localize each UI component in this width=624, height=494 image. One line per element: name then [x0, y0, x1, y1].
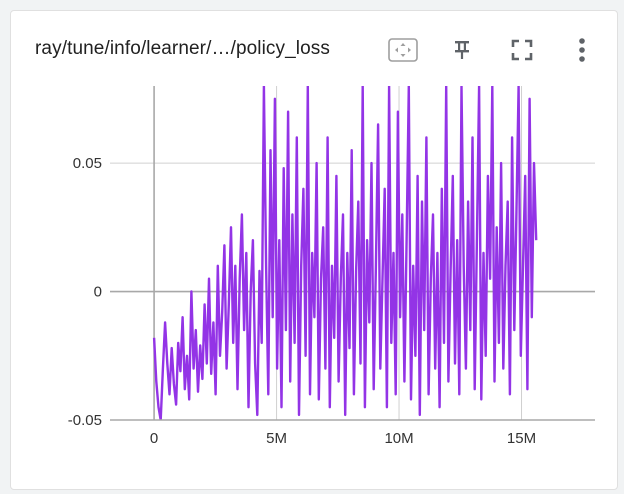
- series-line-0: [152, 86, 538, 420]
- fit-to-data-icon: [388, 38, 418, 62]
- card-title: ray/tune/info/learner/…/policy_loss: [35, 38, 330, 59]
- fullscreen-button[interactable]: [505, 33, 539, 67]
- series-layer: [152, 86, 538, 420]
- y-tick-label-2: 0.05: [73, 155, 102, 172]
- fullscreen-icon: [511, 39, 533, 61]
- more-options-button[interactable]: [565, 33, 599, 67]
- x-tick-label-1: 5M: [266, 430, 287, 447]
- plot-bottom-mask: [110, 420, 595, 426]
- fit-to-data-button[interactable]: [386, 33, 420, 67]
- x-tick-label-2: 10M: [384, 430, 413, 447]
- pin-button[interactable]: [445, 33, 479, 67]
- more-vert-icon: [579, 38, 585, 62]
- y-tick-label-1: 0: [94, 284, 102, 301]
- x-tick-label-3: 15M: [507, 430, 536, 447]
- pin-icon: [455, 41, 469, 59]
- y-tick-label-0: -0.05: [68, 412, 102, 429]
- tick-labels: -0.05 0 0.05 0 5M 10M 15M: [68, 155, 536, 447]
- x-tick-label-0: 0: [150, 430, 158, 447]
